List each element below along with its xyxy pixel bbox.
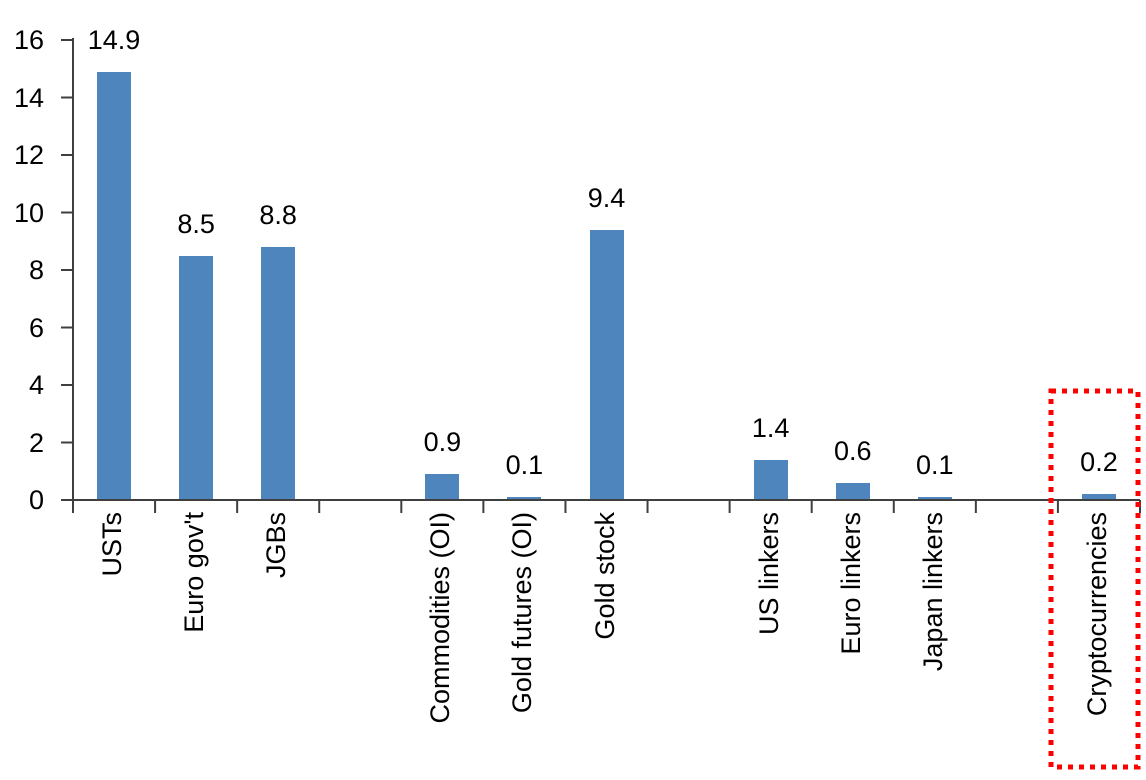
bar-euro-linkers (835, 482, 870, 500)
y-axis-tick-label: 0 (28, 485, 44, 515)
category-label-cryptocurrencies: Cryptocurrencies (1081, 512, 1112, 717)
bar-gold-stock (589, 229, 624, 500)
category-label-japan-linkers: Japan linkers (917, 512, 948, 672)
bar-jgbs (261, 247, 296, 500)
y-axis-tick-label: 10 (13, 197, 44, 228)
y-axis-tick-label: 12 (13, 140, 44, 170)
bar-commodities-oi (425, 474, 460, 500)
value-label-gold-futures-oi: 0.1 (505, 450, 544, 481)
category-label-gold-futures-oi: Gold futures (OI) (507, 512, 538, 714)
y-axis-tick-label: 14 (13, 82, 44, 113)
y-axis-tick-label: 6 (28, 312, 44, 343)
value-label-cryptocurrencies: 0.2 (1080, 447, 1118, 478)
y-axis-tick-label: 4 (28, 370, 44, 400)
category-label-us-linkers: US linkers (753, 512, 784, 636)
bar-cryptocurrencies (1081, 494, 1116, 500)
bar-us-linkers (753, 459, 788, 500)
value-label-us-linkers: 1.4 (751, 412, 790, 443)
bar-euro-gov-t (179, 255, 214, 500)
category-label-euro-gov-t: Euro gov't (179, 512, 210, 633)
category-label-gold-stock: Gold stock (589, 512, 620, 640)
bar-usts (97, 71, 132, 500)
value-label-euro-gov-t: 8.5 (177, 208, 215, 239)
value-label-japan-linkers: 0.1 (916, 450, 954, 481)
y-axis-tick-label: 8 (28, 255, 44, 285)
category-label-commodities-oi: Commodities (OI) (425, 512, 456, 724)
category-label-jgbs: JGBs (261, 512, 292, 579)
category-label-euro-linkers: Euro linkers (835, 512, 866, 655)
value-label-commodities-oi: 0.9 (423, 427, 462, 458)
value-label-usts: 14.9 (87, 24, 141, 55)
value-label-gold-stock: 9.4 (587, 182, 626, 213)
bar-gold-futures-oi (507, 497, 542, 500)
y-axis-tick-label: 16 (13, 25, 44, 55)
category-label-usts: USTs (97, 512, 128, 577)
y-axis-tick-label: 2 (28, 427, 44, 458)
bar-japan-linkers (917, 497, 952, 500)
value-label-jgbs: 8.8 (259, 200, 297, 230)
value-label-euro-linkers: 0.6 (833, 435, 872, 466)
